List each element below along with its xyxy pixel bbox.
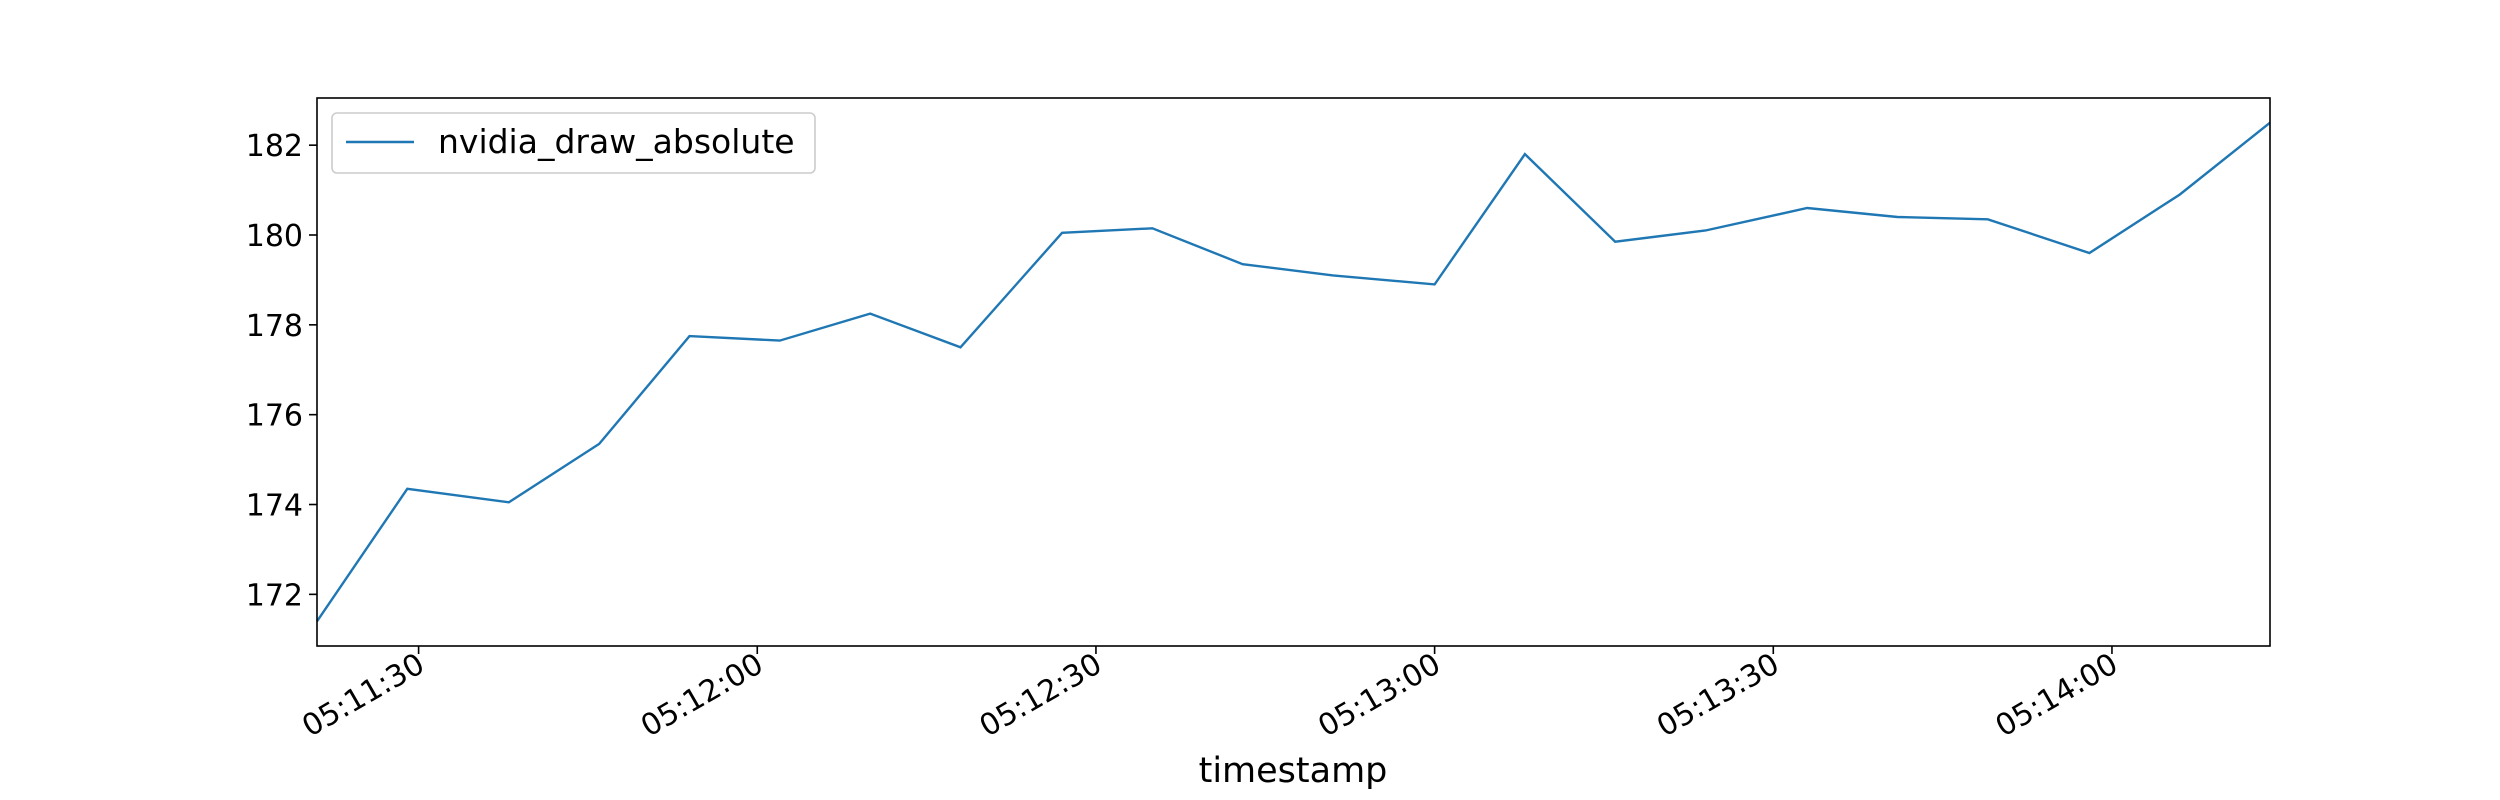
y-tick-label: 174	[246, 489, 303, 524]
legend: nvidia_draw_absolute	[331, 112, 816, 174]
x-tick-label: 05:12:30	[974, 647, 1108, 745]
x-tick-label: 05:13:30	[1651, 647, 1785, 745]
legend-box	[331, 112, 816, 174]
x-tick-label: 05:14:00	[1990, 647, 2124, 745]
y-tick-label: 182	[246, 129, 303, 164]
x-tick-label: 05:12:00	[635, 647, 769, 745]
plot-frame	[316, 97, 2271, 647]
y-tick-label: 176	[246, 399, 303, 434]
ticks-group: 172 174 176 178 180 182 05:11:30 05:12:00 05:12:…	[246, 129, 2124, 744]
y-tick-label: 178	[246, 309, 303, 344]
x-tick-label: 05:11:30	[296, 647, 430, 745]
y-tick-label: 172	[246, 578, 303, 613]
x-tick-label: 05:13:00	[1312, 647, 1446, 745]
x-axis-label: timestamp	[1199, 751, 1388, 791]
series-line	[316, 121, 2271, 622]
y-tick-label: 180	[246, 219, 303, 254]
legend-label: nvidia_draw_absolute	[438, 122, 795, 161]
